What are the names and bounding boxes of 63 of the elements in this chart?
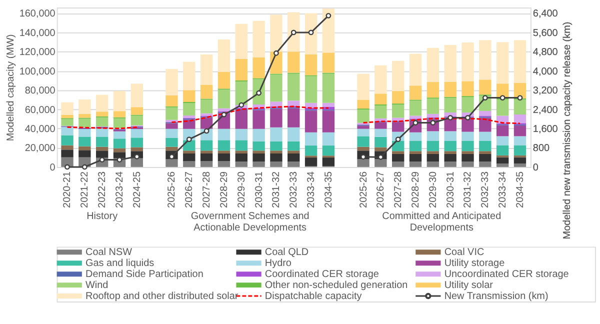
x-tick-label: 2024-25 <box>132 170 143 208</box>
y2-tick-label: 6,400 <box>532 8 558 20</box>
text: Government Schemes and Actionable Developments <box>190 210 310 234</box>
x-tick-label: 2025-26 <box>358 170 370 208</box>
legend-label: Uncoordinated CER storage <box>444 269 570 280</box>
y2-tick-label: 5,600 <box>532 28 558 39</box>
x-tick-label: 2023-24 <box>114 170 126 208</box>
y-tick-label: 40,000 <box>24 124 56 136</box>
x-tick-label: 2032-33 <box>480 170 492 208</box>
x-tick-label: 2021-22 <box>80 170 91 208</box>
legend-label: Coal NSW <box>86 247 133 258</box>
y2-tick-label: 800 <box>532 143 550 154</box>
y-tick-label: 60,000 <box>24 104 56 116</box>
legend-label: Dispatchable capacity <box>264 291 362 302</box>
legend-label: Other non-scheduled generation <box>264 280 408 292</box>
x-tick-label: 2031-32 <box>462 170 474 208</box>
y-tick-label: 100,000 <box>19 66 56 78</box>
x-tick-label: 2026-27 <box>376 170 387 208</box>
y2-tick-label: 4,800 <box>532 47 558 58</box>
x-tick-label: 2029-30 <box>428 170 439 208</box>
x-tick-label: 2022-23 <box>97 170 108 208</box>
legend-label: Demand Side Participation <box>86 269 204 280</box>
x-tick-label: 2033-34 <box>498 170 509 208</box>
legend-label: New Transmission (km) <box>444 291 548 302</box>
y2-tick-label: 4,000 <box>532 66 558 78</box>
y2-tick-label: 0 <box>532 162 539 174</box>
x-tick-label: 2034-35 <box>323 170 334 208</box>
legend-label: Coal QLD <box>264 247 309 258</box>
legend-label: Hydro <box>264 258 292 270</box>
y2-tick-label: 1,600 <box>532 124 558 136</box>
x-tick-label: 2032-33 <box>288 170 300 208</box>
x-tick-label: 2033-34 <box>306 170 318 208</box>
x-tick-label: 2029-30 <box>236 170 248 208</box>
x-tick-label: 2028-29 <box>218 170 230 208</box>
legend-label: Utility solar <box>444 280 494 292</box>
x-tick-label: 2030-31 <box>445 170 456 208</box>
y-tick-label: 0 <box>50 162 56 174</box>
x-tick-label: 2026-27 <box>184 170 196 208</box>
legend-label: Rooftop and other distributed solar <box>86 291 239 302</box>
legend-label: Utility storage <box>444 258 506 270</box>
x-tick-label: 2030-31 <box>254 170 265 208</box>
y-tick-label: 120,000 <box>19 47 56 58</box>
y-tick-label: 140,000 <box>19 28 56 39</box>
legend-label: Coordinated CER storage <box>264 269 380 280</box>
legend-label: Coal VIC <box>444 247 484 258</box>
x-tick-label: 2025-26 <box>166 170 178 208</box>
y-axis-title: Modelled capacity (MW) <box>5 34 16 142</box>
y2-tick-label: 3,200 <box>532 86 558 97</box>
y-tick-label: 160,000 <box>19 8 56 20</box>
y-tick-label: 80,000 <box>24 86 56 97</box>
legend-label: Wind <box>86 280 108 292</box>
y-tick-label: 20,000 <box>24 143 56 154</box>
legend-label: Gas and liquids <box>86 258 154 270</box>
y2-tick-label: 2,400 <box>532 104 558 116</box>
text: History <box>86 210 118 222</box>
text: Committed and Anticipated Developments <box>382 210 502 234</box>
x-tick-label: 2020-21 <box>62 170 74 208</box>
x-tick-label: 2027-28 <box>393 170 404 208</box>
x-tick-label: 2027-28 <box>202 170 213 208</box>
y2-axis-title: Modelled new transmission capacity release (km) <box>562 22 573 240</box>
x-tick-label: 2028-29 <box>410 170 422 208</box>
x-tick-label: 2034-35 <box>514 170 526 208</box>
x-tick-label: 2031-32 <box>271 170 282 208</box>
